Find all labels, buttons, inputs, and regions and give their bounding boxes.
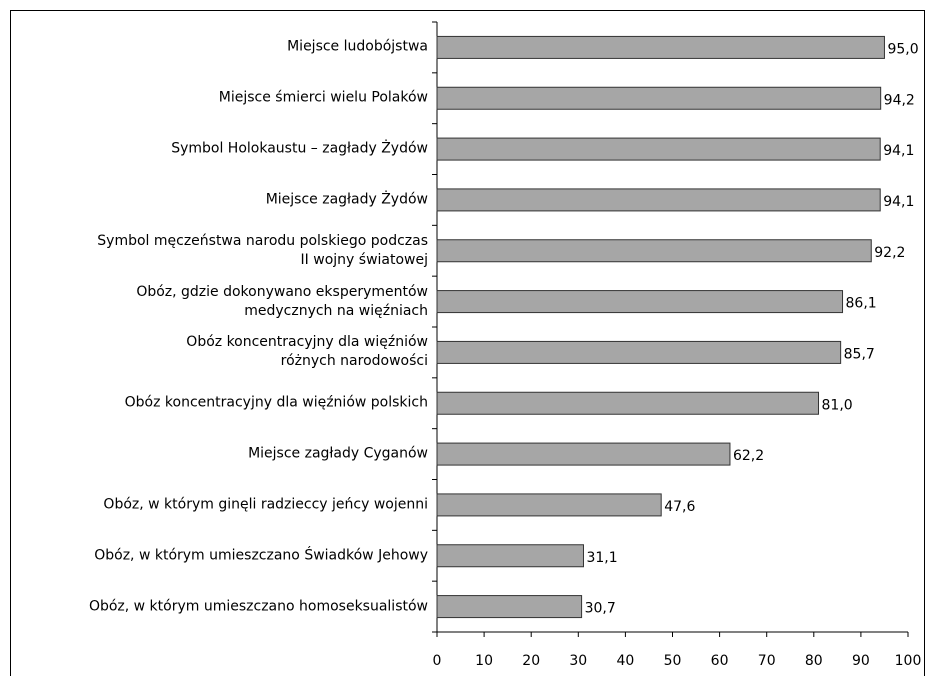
bar [436, 35, 885, 59]
x-tick-label: 60 [711, 653, 729, 669]
x-tick-label: 80 [805, 653, 823, 669]
value-label: 31,1 [586, 550, 617, 566]
bar [436, 442, 731, 466]
value-label: 94,2 [884, 92, 915, 108]
category-label: Miejsce zagłady Cyganów [248, 445, 428, 462]
category-label: Miejsce śmierci wielu Polaków [218, 89, 428, 106]
value-label: 94,1 [883, 194, 914, 210]
x-tick-label: 50 [664, 653, 682, 669]
value-label: 81,0 [822, 397, 853, 413]
bar [436, 137, 881, 161]
value-label: 62,2 [733, 448, 764, 464]
category-label: Obóz, w którym umieszczano homoseksualis… [88, 598, 428, 615]
x-tick-label: 30 [569, 653, 587, 669]
bar [436, 493, 662, 517]
x-tick-label: 70 [758, 653, 776, 669]
x-tick-label: 90 [852, 653, 870, 669]
value-label: 47,6 [664, 499, 695, 515]
category-label: Obóz, gdzie dokonywano eksperymentów med… [136, 283, 428, 319]
x-tick-label: 20 [522, 653, 540, 669]
bar [436, 544, 584, 568]
x-tick-label: 0 [433, 653, 442, 669]
frame [10, 10, 925, 676]
value-label: 94,1 [883, 143, 914, 159]
bar [436, 595, 583, 619]
category-label: Miejsce zagłady Żydów [265, 191, 428, 208]
x-tick-label: 40 [616, 653, 634, 669]
bar [436, 239, 872, 263]
bar [436, 290, 844, 314]
value-label: 30,7 [585, 601, 616, 617]
category-label: Miejsce ludobójstwa [287, 38, 428, 55]
x-tick-label: 100 [895, 653, 922, 669]
bar [436, 340, 842, 364]
category-label: Symbol Holokaustu – zagłady Żydów [171, 140, 428, 157]
category-label: Obóz, w którym ginęli radzieccy jeńcy wo… [103, 496, 428, 513]
category-label: Obóz koncentracyjny dla więźniów różnych… [186, 334, 428, 370]
category-label: Obóz koncentracyjny dla więźniów polskic… [124, 394, 428, 411]
category-label: Symbol męczeństwa narodu polskiego podcz… [97, 232, 428, 268]
value-label: 86,1 [846, 296, 877, 312]
value-label: 92,2 [874, 245, 905, 261]
value-label: 85,7 [844, 346, 875, 362]
x-tick-label: 10 [475, 653, 493, 669]
category-label: Obóz, w którym umieszczano Świadków Jeho… [94, 547, 428, 564]
bar [436, 188, 881, 212]
value-label: 95,0 [887, 41, 918, 57]
bar [436, 391, 820, 415]
bar [436, 86, 882, 110]
